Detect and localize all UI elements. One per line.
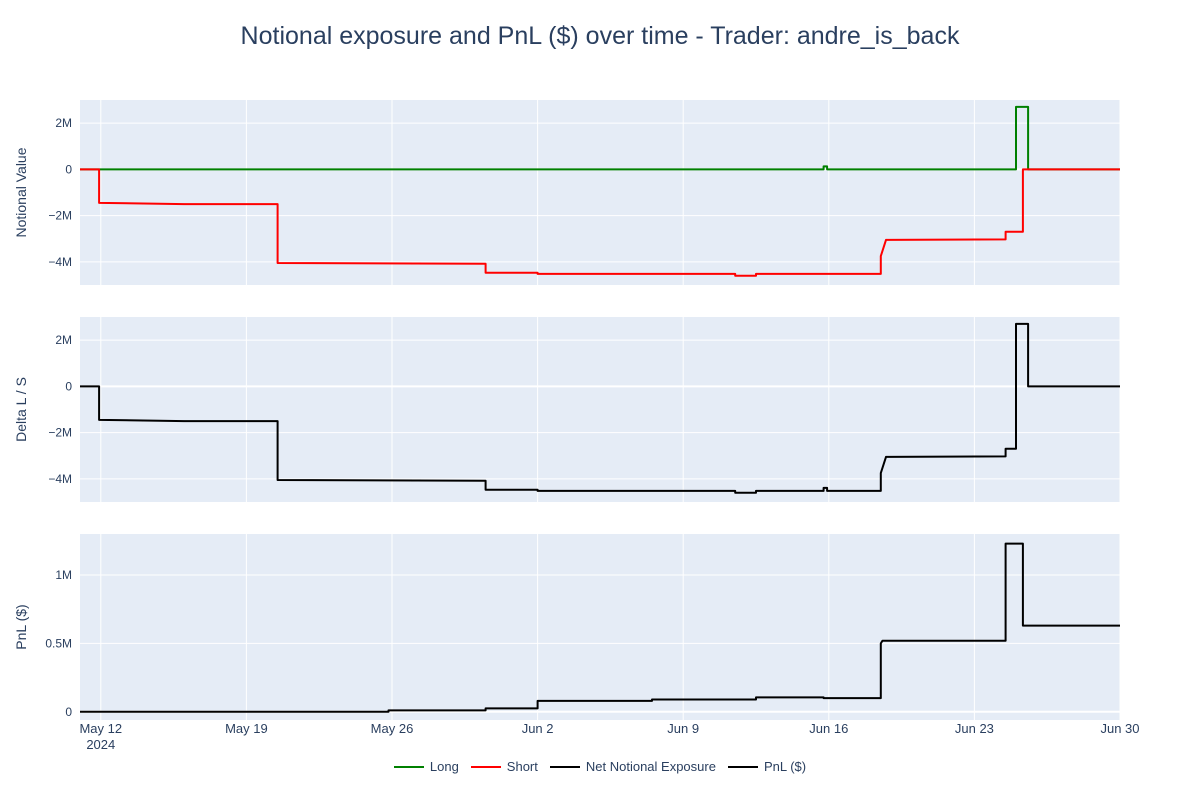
y-tick-label: −4M	[48, 255, 72, 269]
y-axis-title: Notional Value	[13, 147, 29, 237]
y-tick-label: −2M	[48, 209, 72, 223]
legend-item-pnl[interactable]: PnL ($)	[727, 759, 807, 774]
y-tick-label: −4M	[48, 472, 72, 486]
y-tick-label: 0	[65, 162, 72, 176]
x-tick-label: May 12	[79, 721, 122, 736]
x-tick-label: Jun 16	[809, 721, 848, 736]
series-line-pnl	[80, 542, 1120, 713]
legend-item-long[interactable]: Long	[393, 759, 459, 774]
y-tick-label: 2M	[55, 333, 72, 347]
legend-label-net-notional: Net Notional Exposure	[585, 759, 716, 774]
y-tick-label: −2M	[48, 426, 72, 440]
y-axis-title: PnL ($)	[13, 604, 29, 649]
y-tick-label: 2M	[55, 116, 72, 130]
y-axis-title: Delta L / S	[13, 377, 29, 442]
series-line-short	[80, 168, 1120, 277]
y-tick-label: 0	[65, 379, 72, 393]
y-tick-label: 1M	[55, 568, 72, 582]
legend: Long Short Net Notional Exposure PnL ($)	[0, 759, 1200, 774]
x-tick-label: May 19	[225, 721, 268, 736]
legend-swatch-short	[470, 765, 501, 768]
x-tick-label: Jun 9	[667, 721, 699, 736]
plot-area-1	[80, 100, 1120, 285]
x-tick-label: Jun 2	[522, 721, 554, 736]
legend-label-pnl: PnL ($)	[763, 759, 807, 774]
legend-swatch-long	[393, 765, 424, 768]
series-line-net-notional-exposure	[80, 322, 1120, 494]
legend-label-short: Short	[506, 759, 538, 774]
plot-area-2	[80, 317, 1120, 502]
legend-item-short[interactable]: Short	[470, 759, 538, 774]
chart-title: Notional exposure and PnL ($) over time …	[240, 22, 960, 50]
legend-swatch-net-notional	[549, 765, 580, 768]
x-tick-label: May 26	[371, 721, 414, 736]
legend-item-net-notional[interactable]: Net Notional Exposure	[549, 759, 716, 774]
x-tick-label: Jun 30	[1100, 721, 1139, 736]
x-tick-label: Jun 23	[955, 721, 994, 736]
legend-swatch-pnl	[727, 765, 758, 768]
legend-label-long: Long	[429, 759, 459, 774]
y-tick-label: 0	[65, 705, 72, 719]
y-tick-label: 0.5M	[45, 636, 72, 650]
plot-area-3	[80, 534, 1120, 720]
series-line-long	[80, 105, 1120, 171]
x-tick-sublabel: 2024	[86, 737, 115, 752]
